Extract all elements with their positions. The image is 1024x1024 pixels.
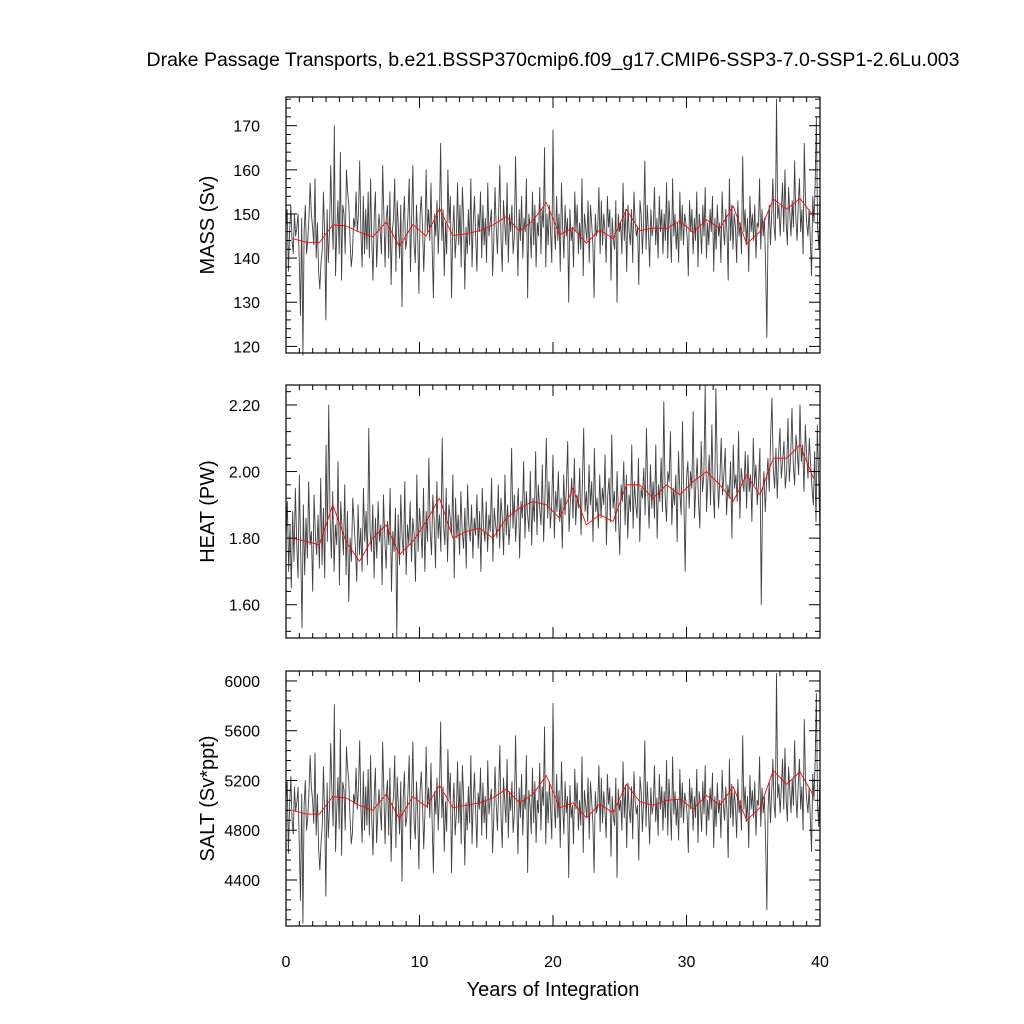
y-axis-label: SALT (Sv*ppt) <box>197 736 219 862</box>
x-axis-label: Years of Integration <box>467 979 640 1001</box>
y-tick-label: 1.60 <box>229 598 260 615</box>
y-tick-label: 1.80 <box>229 531 260 548</box>
y-tick-label: 2.20 <box>229 398 260 415</box>
y-tick-label: 5200 <box>224 773 260 790</box>
y-tick-label: 6000 <box>224 674 260 691</box>
y-tick-label: 170 <box>233 119 260 136</box>
series-line-annual-mean <box>292 198 814 248</box>
series-line-monthly <box>285 673 821 924</box>
y-tick-label: 4800 <box>224 823 260 840</box>
y-tick-label: 130 <box>233 295 260 312</box>
series-line-monthly <box>285 98 821 356</box>
series-line-annual-mean <box>292 444 814 562</box>
series-line-annual-mean <box>292 770 814 821</box>
x-tick-label: 40 <box>811 954 829 971</box>
y-axis-label: HEAT (PW) <box>197 460 219 563</box>
y-tick-label: 4400 <box>224 873 260 890</box>
y-axis-label: MASS (Sv) <box>197 176 219 275</box>
x-tick-label: 20 <box>544 954 562 971</box>
y-tick-label: 5600 <box>224 724 260 741</box>
panel-0: 120 130 140 150 160 170 MASS (Sv) <box>197 96 821 356</box>
panels: 120 130 140 150 160 170 MASS (Sv) 1.60 1.80 2.00 2… <box>197 96 829 971</box>
x-tick-label: 10 <box>411 954 429 971</box>
y-tick-label: 2.00 <box>229 465 260 482</box>
y-tick-label: 150 <box>233 207 260 224</box>
x-tick-label: 30 <box>678 954 696 971</box>
chart-title: Drake Passage Transports, b.e21.BSSP370c… <box>147 49 960 71</box>
panel-1: 1.60 1.80 2.00 2.20 HEAT (PW) <box>197 384 821 639</box>
y-tick-label: 120 <box>233 339 260 356</box>
y-tick-label: 140 <box>233 251 260 268</box>
panel-2: 4400 4800 5200 5600 6000 SALT (Sv*ppt) 0 10 20 30… <box>197 670 829 971</box>
x-tick-label: 0 <box>282 954 291 971</box>
series-line-monthly <box>285 384 821 639</box>
y-tick-label: 160 <box>233 163 260 180</box>
